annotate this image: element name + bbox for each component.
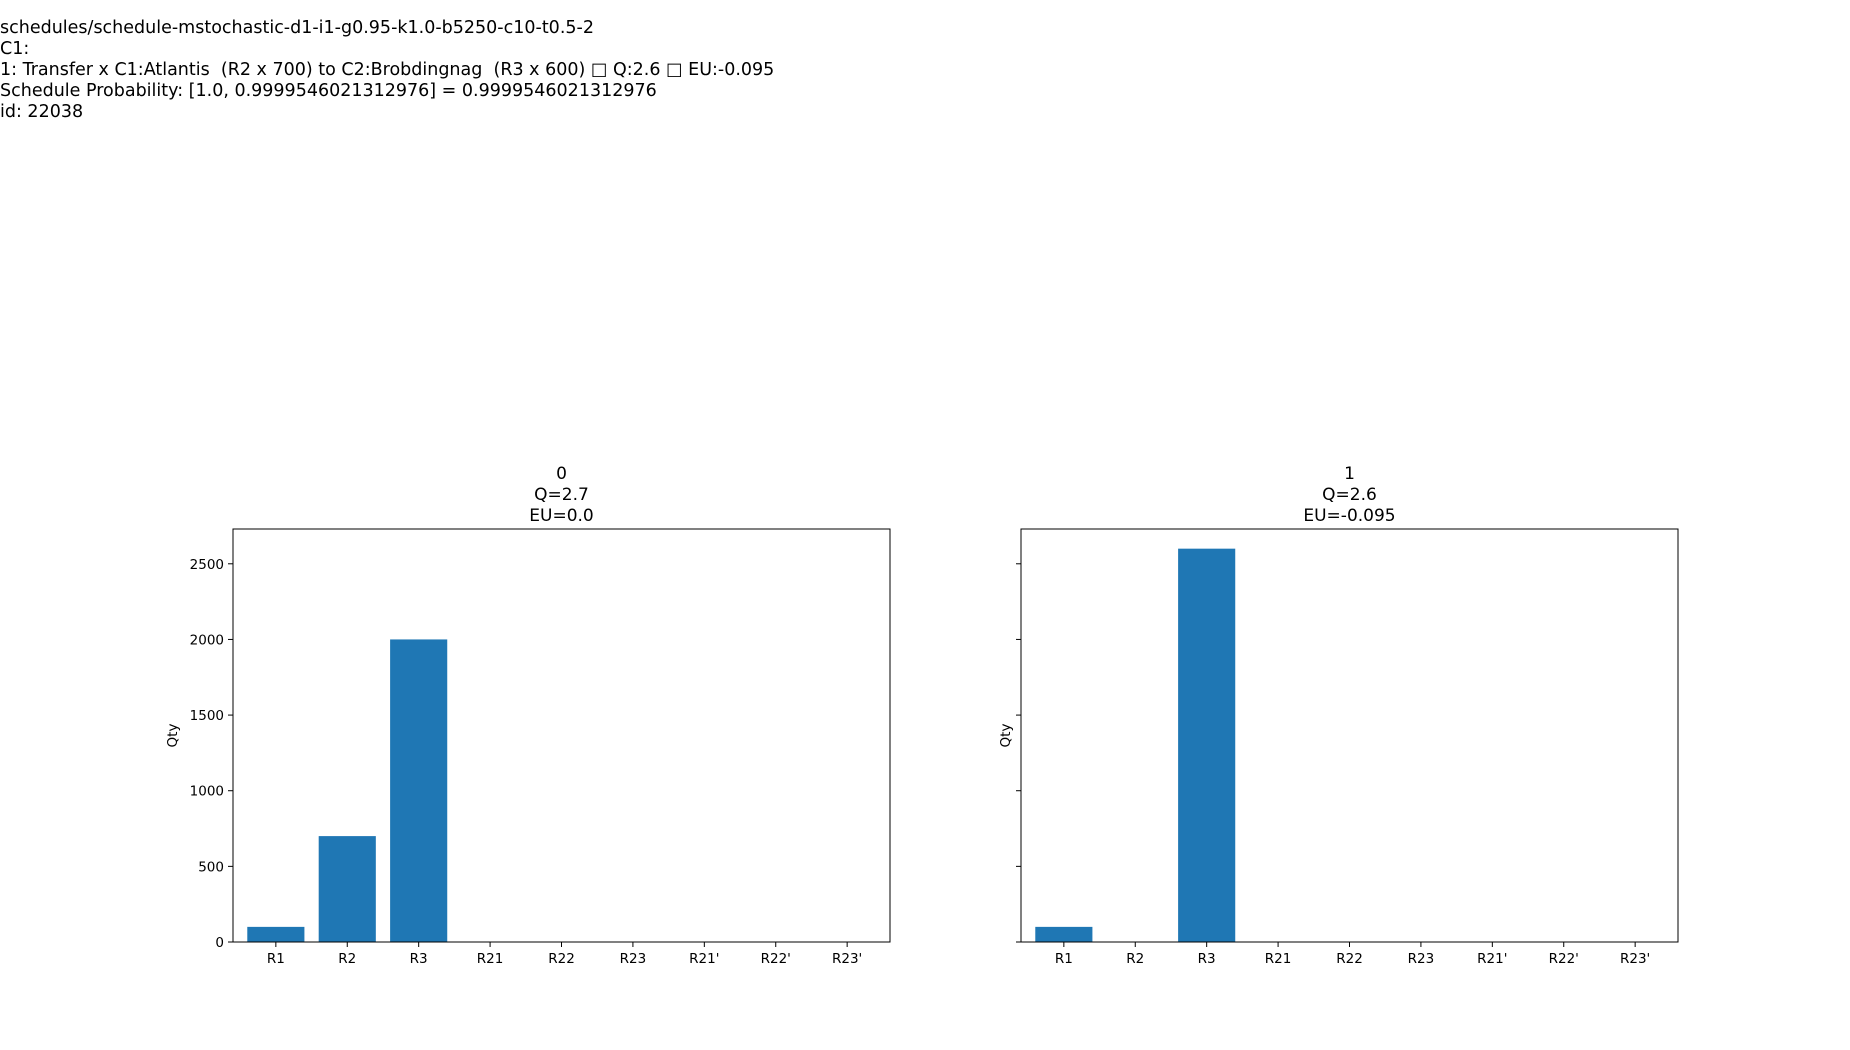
chart-title-line-1-2: EU=-0.095 xyxy=(1303,506,1395,526)
bar-1-R1 xyxy=(1035,926,1093,942)
x-tick-label-0-8: R23' xyxy=(832,951,862,967)
header-text: schedules/schedule-mstochastic-d1-i1-g0.… xyxy=(0,18,774,123)
y-tick-label-0-4: 2000 xyxy=(190,632,224,648)
bar-0-R1 xyxy=(247,926,305,942)
x-tick-label-0-6: R21' xyxy=(689,951,719,967)
x-tick-label-1-3: R21 xyxy=(1265,951,1292,967)
x-tick-label-0-1: R2 xyxy=(338,951,356,967)
chart-title-line-0-2: EU=0.0 xyxy=(529,506,593,526)
cluster-line: C1: xyxy=(0,39,30,59)
x-tick-label-0-3: R21 xyxy=(477,951,504,967)
y-tick-label-0-3: 1500 xyxy=(190,708,224,724)
plot-frame-1 xyxy=(1020,528,1679,943)
schedule-path-line: schedules/schedule-mstochastic-d1-i1-g0.… xyxy=(0,18,594,38)
y-axis-label-0: Qty xyxy=(165,724,181,748)
chart-title-line-1-1: Q=2.6 xyxy=(1322,485,1377,505)
y-tick-label-0-5: 2500 xyxy=(190,557,224,573)
schedule-probability-line: Schedule Probability: [1.0, 0.9999546021… xyxy=(0,81,657,101)
x-tick-label-1-8: R23' xyxy=(1620,951,1650,967)
id-line: id: 22038 xyxy=(0,102,84,122)
y-tick-label-0-0: 0 xyxy=(215,935,224,951)
x-tick-label-0-0: R1 xyxy=(267,951,285,967)
bar-0-R3 xyxy=(390,639,448,942)
chart-title-line-1-0: 1 xyxy=(1344,464,1355,484)
y-tick-label-0-1: 500 xyxy=(198,859,224,875)
x-tick-label-1-4: R22 xyxy=(1336,951,1363,967)
x-tick-label-1-0: R1 xyxy=(1055,951,1073,967)
x-tick-label-1-6: R21' xyxy=(1477,951,1507,967)
x-tick-label-1-1: R2 xyxy=(1126,951,1144,967)
x-tick-label-0-7: R22' xyxy=(761,951,791,967)
x-tick-label-0-5: R23 xyxy=(620,951,647,967)
y-axis-label-1: Qty xyxy=(998,724,1014,748)
x-tick-label-0-4: R22 xyxy=(548,951,575,967)
x-tick-label-0-2: R3 xyxy=(410,951,428,967)
bar-0-R2 xyxy=(318,836,376,942)
x-tick-label-1-7: R22' xyxy=(1549,951,1579,967)
chart-title-line-0-1: Q=2.7 xyxy=(534,485,589,505)
chart-title-line-0-0: 0 xyxy=(556,464,567,484)
x-tick-label-1-5: R23 xyxy=(1408,951,1435,967)
y-tick-label-0-2: 1000 xyxy=(190,784,224,800)
x-tick-label-1-2: R3 xyxy=(1198,951,1216,967)
bar-1-R3 xyxy=(1178,548,1236,942)
transfer-line: 1: Transfer x C1:Atlantis (R2 x 700) to … xyxy=(0,60,775,80)
